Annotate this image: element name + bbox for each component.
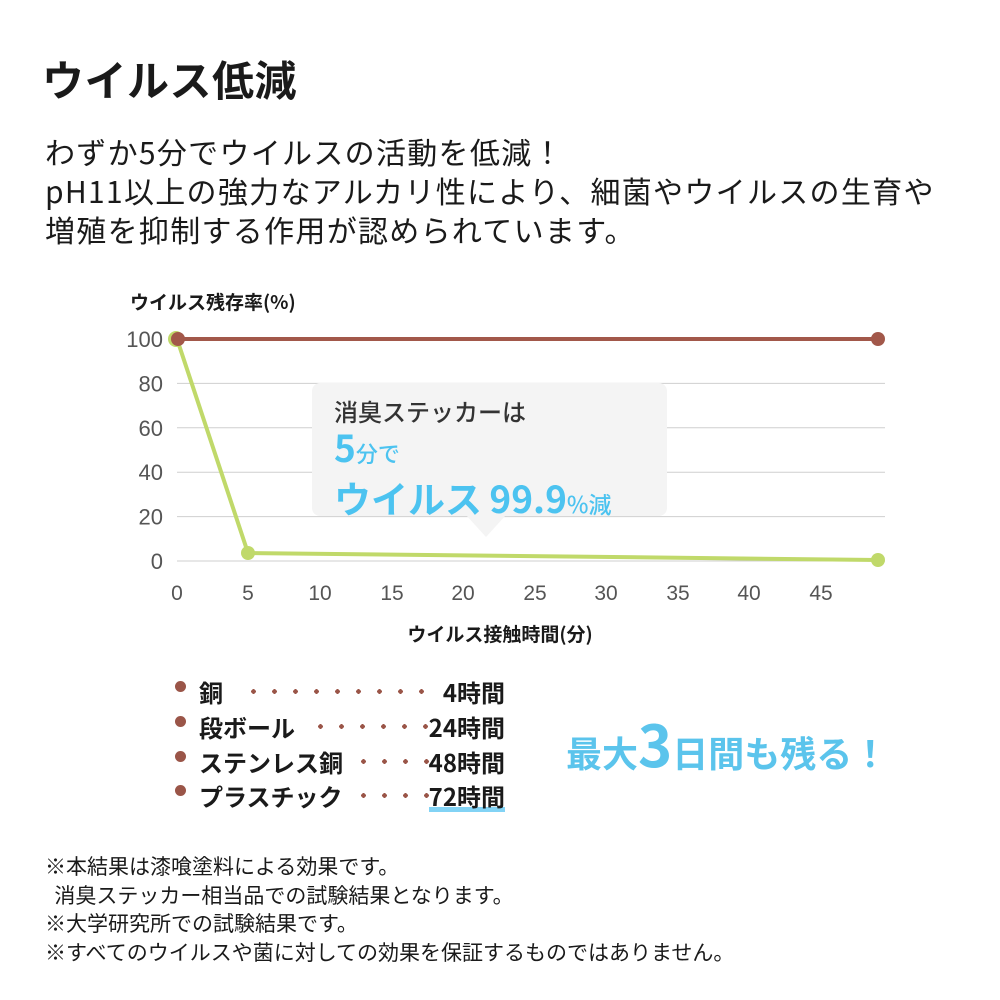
svg-text:5: 5 (242, 582, 254, 605)
svg-text:35: 35 (666, 582, 689, 605)
svg-text:100: 100 (126, 327, 163, 352)
svg-text:10: 10 (308, 582, 331, 605)
svg-text:20: 20 (139, 505, 163, 530)
svg-text:60: 60 (139, 416, 163, 441)
svg-text:0: 0 (171, 582, 183, 605)
svg-text:40: 40 (737, 582, 760, 605)
svg-text:30: 30 (594, 582, 617, 605)
svg-text:20: 20 (451, 582, 474, 605)
svg-text:25: 25 (523, 582, 546, 605)
svg-text:80: 80 (139, 371, 163, 396)
svg-text:15: 15 (380, 582, 403, 605)
svg-text:0: 0 (151, 549, 163, 574)
svg-text:45: 45 (809, 582, 832, 605)
svg-text:40: 40 (139, 460, 163, 485)
